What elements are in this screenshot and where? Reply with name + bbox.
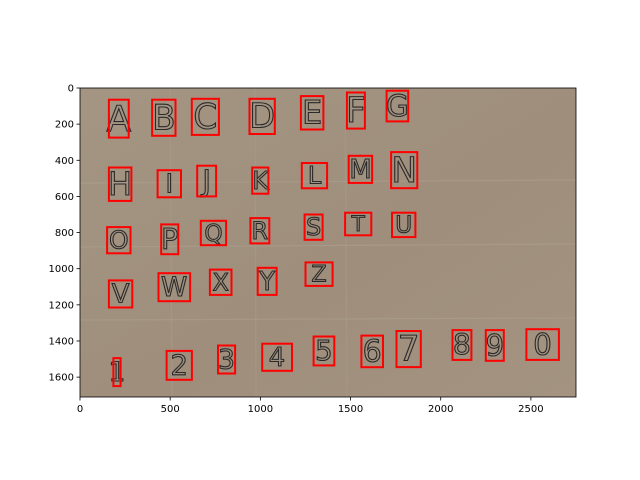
detection-box-4	[261, 342, 294, 372]
detection-box-8	[451, 329, 473, 361]
y-tick-label: 400	[55, 156, 74, 167]
handwritten-char-i: I	[165, 169, 173, 199]
detection-box-o	[106, 226, 132, 255]
handwritten-char-z: Z	[311, 262, 326, 288]
handwritten-char-a: A	[106, 99, 131, 140]
detection-box-2	[165, 349, 193, 381]
detection-box-c	[190, 97, 220, 136]
handwritten-char-7: 7	[398, 330, 420, 370]
handwritten-char-6: 6	[363, 335, 382, 370]
handwritten-char-d: D	[249, 97, 275, 136]
plot-frame	[79, 87, 577, 398]
handwritten-char-p: P	[161, 223, 178, 256]
paper-photo: A B C D E F G H I J K L M N O P Q R S T U V W X Y Z 1 2 3 4 5 6 7 8 9 0	[80, 88, 576, 397]
detection-box-m	[347, 154, 374, 184]
detection-box-9	[484, 329, 505, 362]
handwritten-char-4: 4	[269, 343, 285, 373]
detection-box-i	[156, 169, 183, 199]
handwritten-char-x: X	[212, 268, 228, 296]
handwritten-char-t: T	[351, 212, 366, 237]
detection-box-f	[345, 91, 366, 130]
x-tick-label: 2000	[428, 404, 453, 415]
handwritten-char-n: N	[391, 151, 417, 191]
handwritten-char-b: B	[152, 98, 176, 138]
handwritten-char-3: 3	[218, 345, 235, 376]
y-tick-label: 1600	[49, 373, 74, 384]
y-tick-label: 1200	[49, 300, 74, 311]
handwritten-char-j: J	[200, 164, 211, 198]
handwritten-char-c: C	[193, 98, 217, 138]
handwritten-char-8: 8	[453, 329, 471, 362]
detection-box-g	[385, 89, 410, 123]
detection-box-h	[107, 166, 133, 202]
detection-box-n	[390, 151, 419, 190]
detection-box-l	[300, 162, 329, 190]
detection-box-7	[395, 330, 422, 369]
x-tick-label: 2500	[518, 404, 543, 415]
x-axis: 0 500 1000 1500 2000 2500	[77, 397, 544, 415]
handwritten-char-9: 9	[486, 328, 505, 362]
handwritten-char-1: 1	[109, 357, 126, 388]
detection-box-a	[107, 98, 130, 139]
handwritten-char-r: R	[252, 217, 269, 245]
y-tick-label: 200	[55, 120, 74, 131]
detection-box-3	[217, 344, 237, 375]
handwritten-char-2: 2	[170, 350, 188, 382]
y-tick-label: 1400	[49, 336, 74, 347]
x-tick-label: 0	[77, 404, 83, 415]
x-tick-label: 1500	[338, 404, 363, 415]
handwritten-char-v: V	[112, 280, 130, 310]
y-tick-label: 0	[68, 84, 74, 95]
y-tick-label: 600	[55, 192, 74, 203]
detection-box-v	[107, 279, 134, 309]
y-axis: 0 200 400 600 800 1000 1200 1400 1600	[49, 84, 80, 384]
handwritten-char-l: L	[308, 162, 322, 190]
y-tick-label: 800	[55, 228, 74, 239]
detection-box-j	[196, 164, 218, 198]
handwritten-char-h: H	[108, 166, 132, 203]
handwritten-char-f: F	[346, 91, 366, 131]
handwritten-char-m: M	[349, 155, 371, 185]
detection-box-6	[360, 334, 384, 369]
detection-box-e	[299, 95, 325, 131]
handwritten-char-o: O	[109, 226, 129, 255]
detection-box-y	[256, 266, 278, 296]
detection-box-x	[208, 268, 233, 296]
x-tick-label: 500	[161, 404, 180, 415]
handwritten-char-s: S	[306, 213, 321, 241]
handwritten-char-q: Q	[204, 220, 222, 247]
handwritten-char-y: Y	[258, 267, 275, 297]
detection-box-p	[160, 223, 180, 256]
handwritten-char-g: G	[386, 89, 409, 123]
handwritten-char-0: 0	[533, 327, 552, 361]
detection-box-r	[249, 217, 271, 245]
detection-box-q	[199, 219, 228, 247]
detection-box-1	[112, 357, 122, 388]
x-tick-label: 1000	[248, 404, 273, 415]
detection-box-w	[157, 272, 192, 303]
handwritten-char-u: U	[395, 212, 412, 239]
handwritten-char-k: K	[252, 166, 269, 195]
detection-box-k	[251, 166, 270, 195]
detection-box-z	[304, 261, 334, 287]
detection-box-5	[312, 335, 336, 367]
handwritten-char-e: E	[302, 95, 322, 132]
detection-box-t	[344, 211, 373, 237]
detection-box-s	[303, 213, 324, 241]
detection-box-u	[391, 211, 417, 239]
detection-box-0	[525, 328, 560, 361]
detection-box-b	[151, 98, 177, 137]
detection-box-d	[248, 97, 276, 136]
y-tick-label: 1000	[49, 264, 74, 275]
handwritten-char-5: 5	[315, 335, 333, 367]
handwritten-char-w: W	[161, 272, 187, 303]
